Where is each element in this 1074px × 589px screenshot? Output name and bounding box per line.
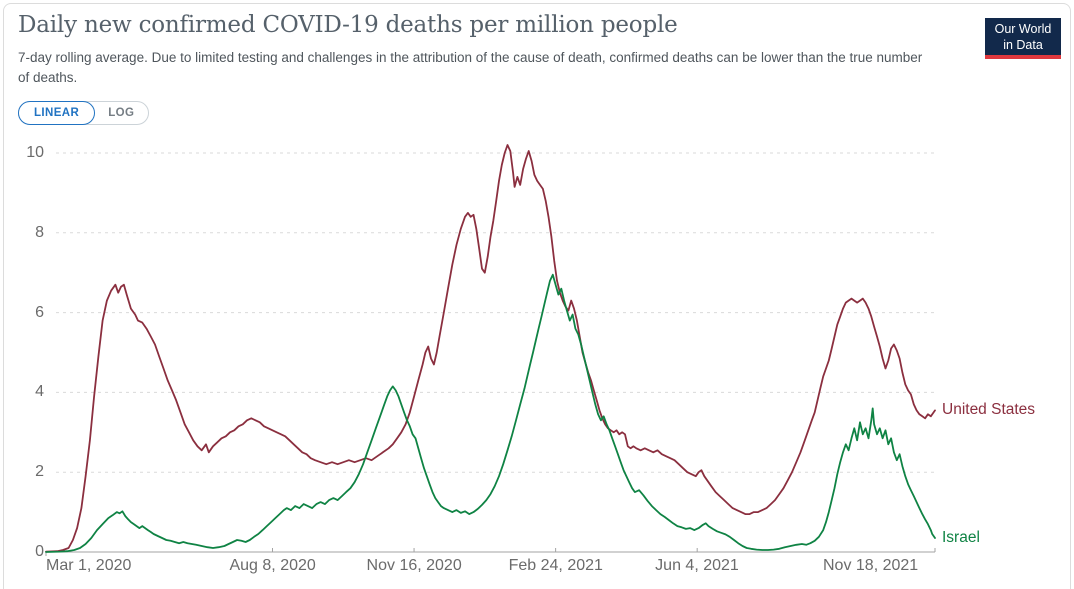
y-tick-label: 10 bbox=[26, 144, 44, 161]
owid-logo-line1: Our World bbox=[994, 22, 1052, 36]
owid-logo-line2: in Data bbox=[1003, 38, 1043, 52]
owid-logo-text: Our World in Data bbox=[985, 18, 1061, 55]
y-tick-label: 4 bbox=[35, 383, 44, 401]
series-label-united-states: United States bbox=[942, 401, 1036, 419]
x-tick-label: Mar 1, 2020 bbox=[46, 557, 132, 574]
x-tick-label: Nov 16, 2020 bbox=[366, 557, 462, 574]
x-tick-label: Nov 18, 2021 bbox=[823, 557, 919, 574]
owid-logo-red-bar bbox=[985, 55, 1061, 59]
chart-subtitle: 7-day rolling average. Due to limited te… bbox=[18, 50, 923, 85]
x-tick-label: Feb 24, 2021 bbox=[508, 557, 603, 574]
owid-logo[interactable]: Our World in Data bbox=[985, 18, 1061, 59]
scale-toggle: LINEAR LOG bbox=[18, 101, 150, 125]
x-tick-label: Jun 4, 2021 bbox=[655, 557, 739, 574]
y-tick-label: 6 bbox=[35, 303, 44, 321]
y-tick-label: 2 bbox=[35, 463, 44, 481]
series-label-israel: Israel bbox=[942, 529, 980, 547]
linear-button[interactable]: LINEAR bbox=[18, 101, 96, 125]
series-line-israel[interactable] bbox=[45, 273, 936, 553]
log-button[interactable]: LOG bbox=[94, 102, 148, 124]
y-tick-label: 8 bbox=[35, 223, 44, 241]
y-tick-label: 0 bbox=[35, 543, 44, 560]
x-tick-label: Aug 8, 2020 bbox=[229, 557, 316, 574]
series-line-united-states[interactable] bbox=[45, 144, 936, 553]
page-title: Daily new confirmed COVID-19 deaths per … bbox=[18, 12, 678, 38]
